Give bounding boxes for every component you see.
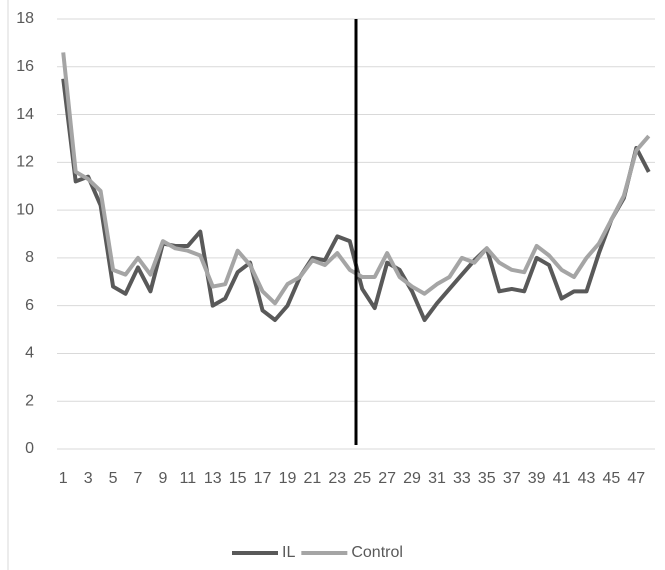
x-tick-label: 15 <box>229 470 247 487</box>
x-tick-label: 45 <box>602 470 620 487</box>
x-tick-label: 19 <box>279 470 297 487</box>
x-tick-label: 31 <box>428 470 446 487</box>
y-tick-label: 6 <box>25 297 34 314</box>
x-tick-label: 23 <box>328 470 346 487</box>
x-tick-label: 25 <box>353 470 371 487</box>
y-tick-label: 12 <box>16 154 34 171</box>
x-tick-label: 13 <box>204 470 222 487</box>
y-tick-label: 14 <box>16 106 34 123</box>
x-tick-label: 7 <box>134 470 143 487</box>
y-tick-label: 2 <box>25 392 34 409</box>
x-tick-label: 37 <box>503 470 521 487</box>
x-tick-label: 35 <box>478 470 496 487</box>
x-tick-label: 47 <box>627 470 645 487</box>
x-tick-label: 1 <box>59 470 68 487</box>
legend-label: IL <box>282 544 295 561</box>
x-tick-label: 41 <box>553 470 571 487</box>
y-tick-label: 8 <box>25 249 34 266</box>
y-tick-label: 10 <box>16 201 34 218</box>
x-tick-label: 5 <box>109 470 118 487</box>
y-tick-label: 0 <box>25 440 34 457</box>
y-tick-label: 18 <box>16 10 34 27</box>
x-tick-label: 3 <box>84 470 93 487</box>
legend-label: Control <box>351 544 403 561</box>
y-tick-label: 16 <box>16 58 34 75</box>
x-tick-label: 17 <box>254 470 272 487</box>
y-tick-label: 4 <box>25 345 34 362</box>
x-tick-label: 43 <box>578 470 596 487</box>
x-tick-label: 21 <box>303 470 321 487</box>
x-tick-label: 39 <box>528 470 546 487</box>
x-tick-label: 29 <box>403 470 421 487</box>
x-tick-label: 27 <box>378 470 396 487</box>
x-tick-label: 11 <box>180 470 197 487</box>
x-tick-label: 33 <box>453 470 471 487</box>
x-tick-label: 9 <box>158 470 167 487</box>
